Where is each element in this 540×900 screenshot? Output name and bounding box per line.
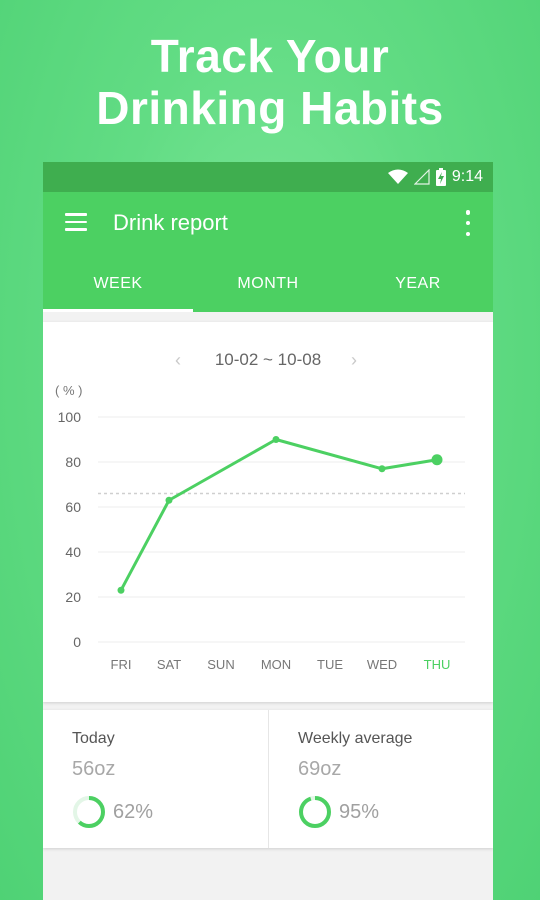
x-tick-label: TUE: [317, 657, 343, 672]
data-point: [378, 465, 386, 473]
date-range-label: 10-02 ~ 10-08: [214, 350, 322, 369]
wifi-icon: [387, 169, 408, 184]
y-tick-label: 60: [65, 499, 81, 515]
chart-card: ‹ 10-02 ~ 10-08 › ( % ) 0 20 40 60 80 100 FRI SA…: [43, 322, 493, 702]
y-tick-label: 20: [65, 589, 81, 605]
stat-label: Weekly average: [298, 730, 413, 747]
y-axis-label: ( % ): [55, 383, 82, 398]
progress-ring-icon: [299, 796, 331, 828]
x-tick-label: THU: [424, 657, 451, 672]
drink-line-chart: ( % ) 0 20 40 60 80 100 FRI SAT SUN MON TUE WED THU: [55, 383, 465, 672]
data-point: [165, 496, 173, 504]
data-point: [431, 454, 443, 466]
stat-weekly-average: Weekly average 69oz 95%: [268, 710, 493, 848]
x-tick-label: SUN: [207, 657, 234, 672]
headline-line-1: Track Your: [150, 30, 390, 82]
y-tick-label: 80: [65, 454, 81, 470]
stat-percent: 62%: [113, 801, 154, 823]
stat-percent: 95%: [339, 801, 380, 823]
stat-value: 56oz: [72, 758, 116, 780]
stat-value: 69oz: [298, 758, 342, 780]
hamburger-menu-icon[interactable]: [65, 213, 87, 231]
stat-today: Today 56oz 62%: [43, 710, 267, 848]
headline-line-2: Drinking Habits: [96, 82, 444, 134]
signal-icon: [413, 169, 430, 185]
stats-card: Today 56oz 62% Weekly average 69oz 95%: [43, 710, 493, 848]
data-point: [117, 586, 125, 594]
y-tick-label: 0: [73, 634, 81, 650]
x-tick-label: WED: [367, 657, 397, 672]
progress-ring-icon: [73, 796, 105, 828]
period-tabs: WEEK MONTH YEAR: [43, 256, 493, 312]
chevron-right-icon[interactable]: ›: [351, 350, 357, 370]
tab-week[interactable]: WEEK: [43, 256, 193, 312]
x-tick-label: SAT: [157, 657, 181, 672]
x-tick-label: FRI: [111, 657, 132, 672]
date-navigator: ‹ 10-02 ~ 10-08 ›: [43, 350, 493, 370]
status-bar: 9:14: [43, 162, 493, 192]
headline: Track Your Drinking Habits: [0, 30, 540, 134]
phone-screen: 9:14 Drink report WEEK MONTH YEAR ‹ 10-0…: [43, 162, 493, 900]
data-point: [272, 436, 280, 443]
y-tick-label: 100: [58, 409, 82, 425]
tab-month[interactable]: MONTH: [237, 275, 299, 292]
chevron-left-icon[interactable]: ‹: [175, 350, 181, 370]
stat-label: Today: [72, 730, 115, 747]
status-time: 9:14: [451, 168, 483, 185]
more-vertical-icon[interactable]: [465, 210, 471, 236]
battery-charging-icon: [435, 168, 446, 186]
app-title: Drink report: [113, 210, 228, 235]
y-tick-label: 40: [65, 544, 81, 560]
x-tick-label: MON: [261, 657, 291, 672]
app-bar: Drink report: [43, 192, 493, 256]
tab-year[interactable]: YEAR: [395, 275, 441, 292]
